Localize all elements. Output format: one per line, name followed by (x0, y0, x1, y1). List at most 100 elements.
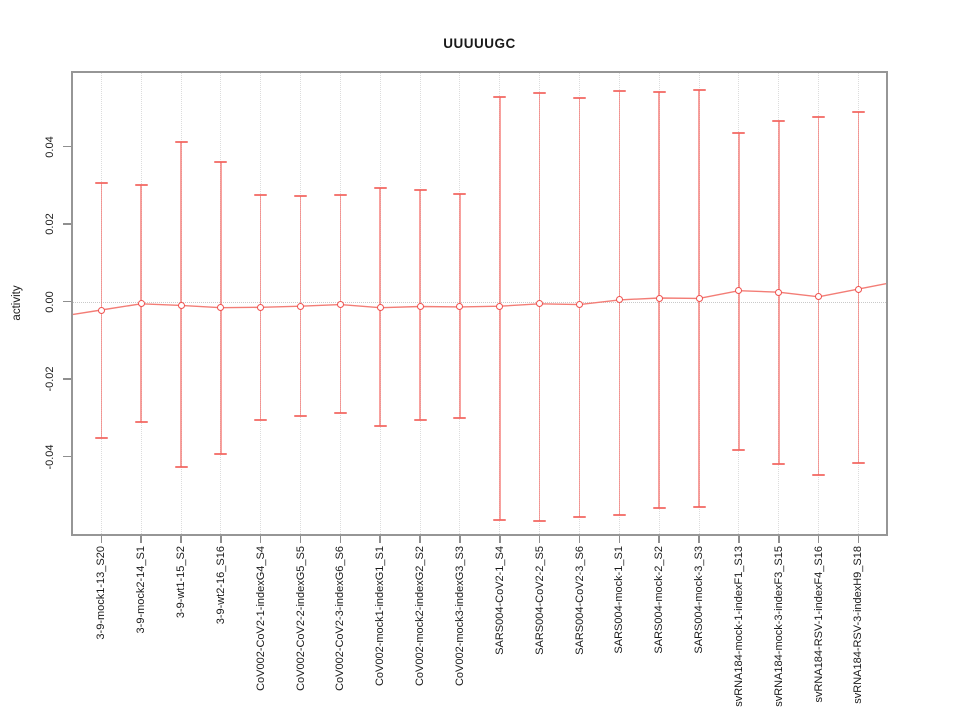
error-bar-lower-cap (333, 412, 347, 415)
x-axis-tick (259, 536, 262, 543)
x-axis-tick (817, 536, 820, 543)
error-bar-upper-cap (373, 186, 387, 189)
x-axis-tick (738, 536, 740, 543)
error-bar-lower-cap (493, 518, 507, 521)
error-bar-lower-cap (732, 448, 746, 451)
error-bar-upper-cap (174, 140, 188, 143)
data-point-marker (376, 304, 384, 312)
y-axis-label: activity (11, 285, 23, 321)
x-axis-tick-label: SARS004-mock-1_S1 (613, 546, 626, 654)
x-axis-tick-label: SARS004-CoV2-2_S5 (533, 546, 546, 655)
error-bar-lower-cap (453, 417, 467, 420)
chart-title: UUUUUGC (443, 36, 516, 51)
data-point-marker (257, 303, 265, 311)
data-point-marker (615, 296, 623, 304)
x-axis-tick (339, 536, 342, 543)
error-bar-lower-cap (134, 421, 148, 423)
error-bar-lower-cap (692, 505, 706, 508)
data-point-marker (735, 287, 743, 295)
data-point-marker (217, 304, 225, 312)
x-axis-tick-label: CoV002-CoV2-1-indexG4_S4 (254, 546, 267, 691)
x-axis-tick-label: 3-9-wt1-15_S2 (175, 546, 187, 619)
x-axis-tick (140, 536, 142, 543)
data-point-marker (496, 302, 504, 310)
error-bar-upper-cap (254, 193, 268, 196)
error-bar-upper-cap (573, 97, 586, 100)
data-point-marker (655, 294, 663, 302)
error-bar-lower-cap (214, 453, 228, 456)
data-point-marker (775, 288, 783, 296)
error-bar-lower-cap (851, 462, 865, 465)
x-axis-tick (777, 536, 780, 543)
x-axis-tick-label: CoV002-CoV2-2-indexG5_S5 (294, 546, 307, 691)
error-bar-upper-cap (772, 119, 786, 122)
x-axis-tick (499, 536, 501, 543)
error-bar-upper-cap (413, 189, 427, 192)
data-point-marker (815, 293, 823, 301)
error-bar-upper-cap (812, 116, 826, 119)
x-axis-tick (180, 536, 182, 543)
y-axis-tick (63, 378, 71, 380)
error-bar-lower-cap (174, 465, 188, 468)
x-axis-tick-label: svRNA184-mock-1-indexF1_S13 (732, 546, 745, 707)
y-axis-tick-label: 0.04 (44, 135, 56, 158)
x-axis-tick-label: svRNA184-RSV-3-indexH9_S18 (852, 546, 865, 704)
error-bar-lower-cap (812, 473, 826, 476)
x-axis-tick (459, 536, 461, 543)
data-point-marker (854, 285, 862, 293)
y-axis-tick (63, 223, 71, 225)
x-axis-tick-label: 3-9-mock1-13_S20 (95, 546, 108, 640)
x-axis-tick (578, 536, 581, 543)
y-axis-tick (63, 455, 71, 458)
error-bar-upper-cap (294, 194, 308, 197)
error-bar-upper-cap (333, 194, 347, 197)
x-axis-tick-label: CoV002-mock3-indexG3_S3 (453, 546, 466, 687)
data-point-marker (576, 301, 583, 309)
data-point-marker (536, 300, 544, 308)
data-point-marker (416, 303, 424, 311)
x-axis-tick-label: SARS004-CoV2-3_S6 (573, 546, 586, 655)
error-bar-lower-cap (652, 506, 666, 509)
error-bar-upper-cap (732, 132, 746, 135)
error-bar-lower-cap (533, 519, 547, 522)
x-axis-tick (100, 536, 103, 543)
error-bar-lower-cap (573, 515, 586, 518)
error-bar-lower-cap (294, 414, 308, 417)
error-bar-upper-cap (134, 183, 148, 186)
x-axis-tick-label: svRNA184-RSV-1-indexF4_S16 (812, 546, 825, 703)
data-point-marker (336, 301, 344, 309)
x-axis-tick-label: 3-9-mock2-14_S1 (135, 546, 148, 634)
data-point-marker (137, 300, 145, 308)
x-axis-tick (538, 536, 541, 543)
x-axis-tick (220, 536, 222, 543)
x-axis-tick-label: CoV002-mock1-indexG1_S1 (374, 546, 387, 687)
error-bar-lower-cap (254, 418, 268, 421)
y-axis-tick (63, 300, 71, 303)
x-axis-tick-label: SARS004-mock-3_S3 (693, 546, 706, 654)
error-bar-upper-cap (533, 92, 547, 95)
series-connector-line (73, 283, 886, 316)
y-axis-tick-label: -0.02 (44, 366, 56, 392)
x-axis-tick-label: svRNA184-mock-3-indexF3_S15 (772, 546, 785, 707)
x-axis-tick-label: SARS004-mock-2_S2 (653, 546, 666, 654)
data-point-marker (695, 294, 703, 302)
data-point-marker (177, 301, 185, 309)
error-bar-upper-cap (94, 181, 108, 184)
x-axis-tick-label: 3-9-wt2-16_S16 (214, 546, 227, 625)
error-bar-upper-cap (851, 110, 865, 113)
error-bar-upper-cap (214, 160, 228, 163)
error-bar-upper-cap (453, 192, 467, 195)
error-bar-lower-cap (94, 436, 108, 439)
error-bar-upper-cap (692, 88, 706, 91)
y-axis-tick (63, 145, 71, 148)
data-point-marker (297, 302, 305, 310)
x-axis-tick (658, 536, 660, 543)
error-bar-lower-cap (413, 419, 427, 422)
x-axis-tick-label: CoV002-CoV2-3-indexG6_S6 (334, 546, 347, 691)
zero-reference-line (73, 301, 886, 303)
y-axis-tick-label: 0.02 (44, 213, 56, 235)
data-point-marker (97, 306, 105, 314)
x-axis-tick-label: SARS004-CoV2-1_S4 (493, 546, 506, 655)
error-bar-lower-cap (612, 514, 626, 517)
